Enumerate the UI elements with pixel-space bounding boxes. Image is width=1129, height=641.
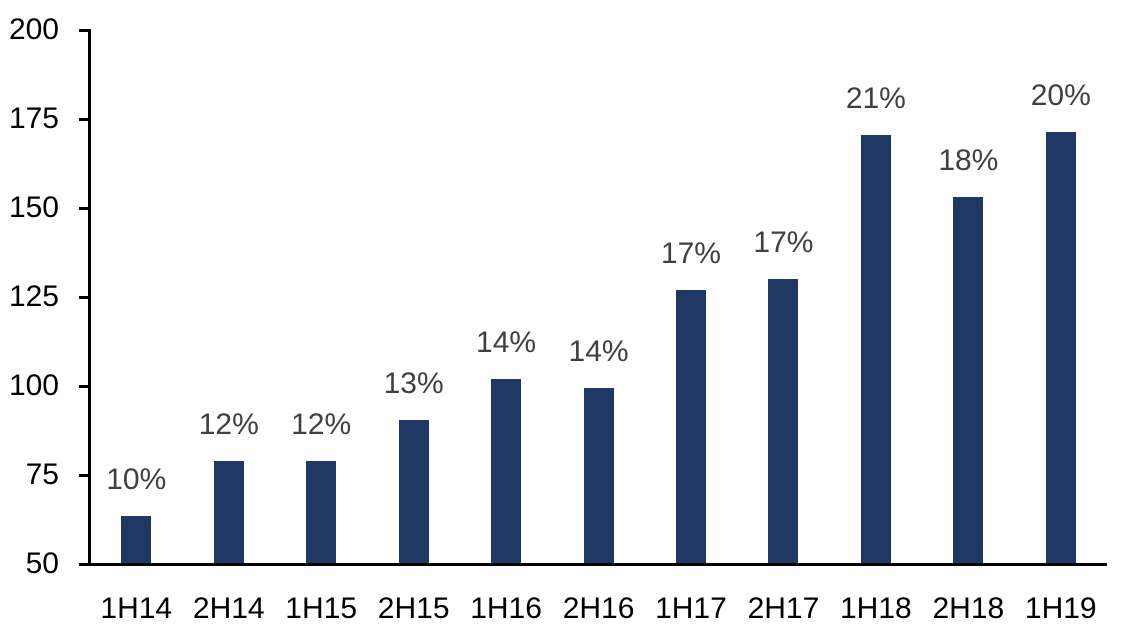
y-axis-tick-label: 75 xyxy=(25,458,59,491)
y-axis-tick-label: 175 xyxy=(8,102,59,135)
bar-2h17 xyxy=(768,279,799,563)
y-axis-tick-label: 150 xyxy=(8,191,59,224)
bar-1h17 xyxy=(676,289,706,563)
bar-value-label: 21% xyxy=(845,82,906,115)
bar-value-label: 20% xyxy=(1030,78,1091,112)
bar-2h18 xyxy=(953,197,984,563)
bar-value-label: 18% xyxy=(938,144,999,178)
y-axis-tick xyxy=(79,474,90,477)
x-axis-category-label: 2H15 xyxy=(377,592,450,625)
bar-1h18 xyxy=(860,135,891,563)
x-axis-category-label: 2H17 xyxy=(747,592,820,625)
x-axis-category-label: 1H17 xyxy=(655,592,727,625)
x-axis-category-label: 1H19 xyxy=(1024,592,1097,625)
y-axis-tick xyxy=(79,207,90,210)
bar-value-label: 14% xyxy=(568,334,629,368)
bar-value-label: 17% xyxy=(660,236,721,270)
bar-1h19 xyxy=(1045,131,1076,563)
y-axis-tick xyxy=(79,29,90,32)
x-axis-category-label: 2H16 xyxy=(562,592,635,625)
bar-value-label: 12% xyxy=(291,407,352,441)
y-axis-tick xyxy=(79,385,90,388)
y-axis-tick xyxy=(79,563,90,566)
x-axis-category-label: 1H14 xyxy=(100,592,173,625)
y-axis-tick-label: 125 xyxy=(8,280,59,313)
y-axis-tick xyxy=(79,296,90,299)
bar-value-label: 12% xyxy=(198,407,259,441)
x-axis-category-label: 1H16 xyxy=(470,592,542,625)
bar-1h16 xyxy=(491,378,521,563)
bar-value-label: 13% xyxy=(383,366,444,400)
bar-2h15 xyxy=(398,419,429,563)
bar-value-label: 17% xyxy=(753,226,814,260)
x-axis-category-label: 1H18 xyxy=(839,592,912,625)
bar-value-label: 14% xyxy=(476,325,537,359)
bar-2h16 xyxy=(583,387,614,563)
bar-value-label: 10% xyxy=(106,462,167,496)
y-axis-tick-label: 50 xyxy=(25,547,59,580)
y-axis-tick xyxy=(79,118,90,121)
x-axis-category-label: 2H18 xyxy=(932,592,1005,625)
x-axis-category-label: 1H15 xyxy=(285,592,357,625)
bar-1h15 xyxy=(306,460,337,563)
x-axis-line xyxy=(79,563,1107,566)
y-axis-tick-label: 200 xyxy=(8,13,59,46)
y-axis-tick-label: 100 xyxy=(8,369,59,402)
bar-1h14 xyxy=(121,515,152,563)
x-axis-category-label: 2H14 xyxy=(192,592,265,625)
bar-2h14 xyxy=(213,460,244,563)
